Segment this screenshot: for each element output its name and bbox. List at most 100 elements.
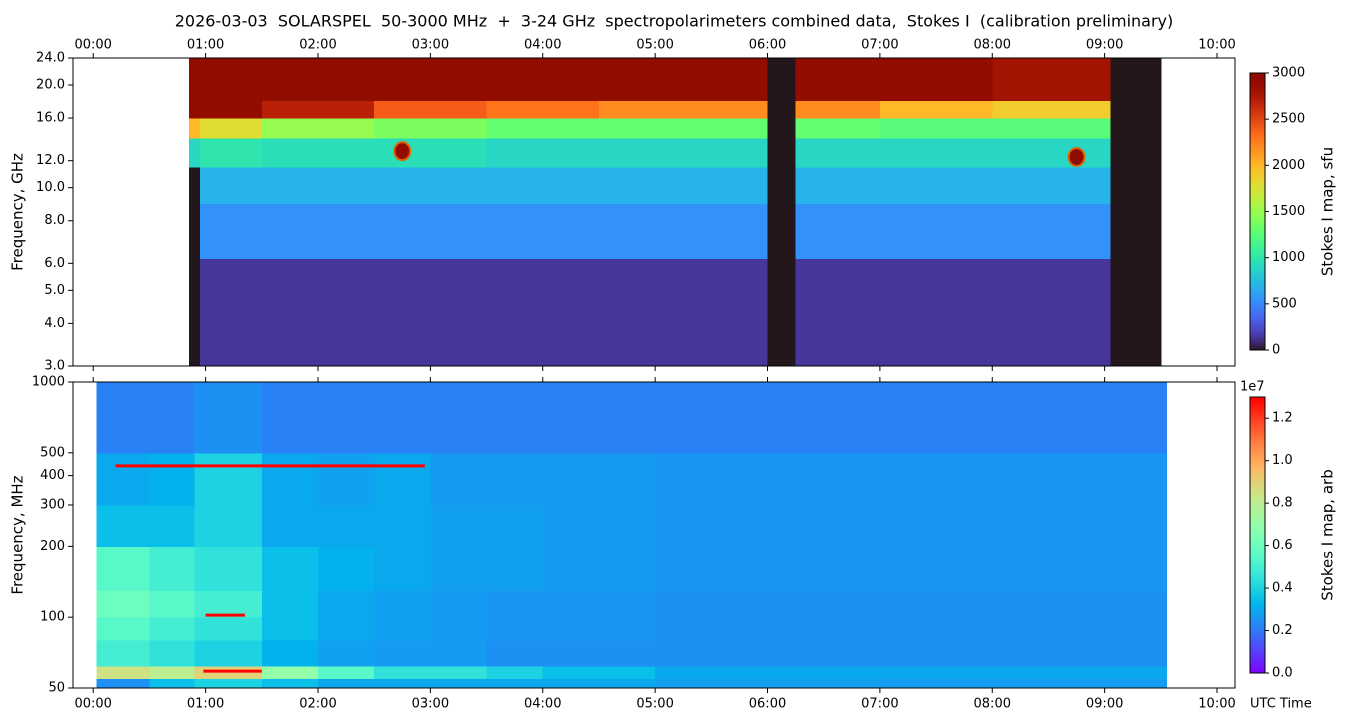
colorbar-swatch: [1250, 585, 1265, 589]
colorbar-swatch: [1250, 137, 1265, 141]
heatmap-cell: [261, 678, 319, 689]
colorbar-swatch: [1250, 77, 1265, 81]
heatmap-cell: [374, 58, 488, 102]
colorbar-swatch: [1250, 647, 1265, 651]
heatmap-cell: [655, 666, 769, 679]
colorbar-swatch: [1250, 587, 1265, 591]
colorbar-swatch: [1250, 461, 1265, 465]
heatmap-cell: [194, 678, 263, 689]
colorbar-swatch: [1250, 403, 1265, 407]
colorbar-tick-label: 0.0: [1272, 666, 1293, 681]
heatmap-cell: [96, 678, 150, 689]
heatmap-cell: [992, 58, 1111, 102]
heatmap-cell: [879, 382, 993, 454]
colorbar-swatch: [1250, 505, 1265, 508]
x-tick-label: 01:00: [187, 697, 224, 712]
colorbar-swatch: [1250, 169, 1265, 173]
heatmap-cell: [992, 137, 1111, 168]
heatmap-cell: [655, 546, 769, 591]
heatmap-cell: [317, 382, 375, 454]
heatmap-cell: [767, 118, 797, 139]
heatmap-cell: [96, 590, 150, 618]
colorbar-swatch: [1250, 345, 1265, 349]
colorbar-swatch: [1250, 241, 1265, 245]
x-tick-label: 00:00: [74, 697, 111, 712]
colorbar-swatch: [1250, 408, 1265, 412]
heatmap-cell: [261, 58, 375, 102]
colorbar-swatch: [1250, 287, 1265, 291]
heatmap-cell: [261, 258, 375, 367]
colorbar-swatch: [1250, 413, 1265, 416]
heatmap-cell: [149, 639, 195, 667]
colorbar-swatch: [1250, 491, 1265, 495]
colorbar-swatch: [1250, 397, 1265, 400]
heatmap-cell: [96, 546, 150, 591]
heatmap-cell: [486, 137, 600, 168]
heatmap-cell: [655, 639, 769, 667]
colorbar-swatch: [1250, 322, 1265, 326]
colorbar-swatch: [1250, 594, 1265, 598]
heatmap-cell: [879, 546, 993, 591]
colorbar-swatch: [1250, 592, 1265, 596]
colorbar-swatch: [1250, 142, 1265, 146]
heatmap-cell: [149, 666, 195, 679]
heatmap-cell: [879, 452, 993, 506]
heatmap-cell: [430, 617, 488, 641]
colorbar-swatch: [1250, 436, 1265, 439]
heatmap-cell: [149, 546, 195, 591]
heatmap-cell: [767, 58, 797, 102]
colorbar-swatch: [1250, 146, 1265, 150]
y-tick-label: 16.0: [36, 111, 65, 126]
heatmap-cell: [430, 678, 488, 689]
heatmap-cell: [879, 137, 993, 168]
colorbar-swatch: [1250, 262, 1265, 266]
heatmap-cell: [711, 58, 769, 102]
heatmap-cell: [1110, 100, 1162, 119]
colorbar-tick-label: 3000: [1272, 66, 1305, 81]
heatmap-cell: [795, 203, 881, 259]
colorbar-swatch: [1250, 622, 1265, 626]
heatmap-cell: [374, 639, 431, 667]
heatmap-cell: [486, 166, 600, 204]
colorbar-swatch: [1250, 484, 1265, 488]
colorbar-swatch: [1250, 232, 1265, 236]
heatmap-cell: [1110, 166, 1162, 204]
heatmap-cell: [992, 166, 1111, 204]
heatmap-cell: [1104, 678, 1167, 689]
y-tick-label: 8.0: [44, 213, 65, 228]
colorbar-swatch: [1250, 548, 1265, 552]
colorbar-swatch: [1250, 495, 1265, 499]
heatmap-cell: [655, 590, 769, 618]
colorbar-swatch: [1250, 498, 1265, 502]
heatmap-cell: [430, 382, 488, 454]
heatmap-cell: [317, 617, 375, 641]
colorbar-swatch: [1250, 502, 1265, 506]
heatmap-cell: [992, 639, 1106, 667]
heatmap-cell: [711, 166, 769, 204]
colorbar-swatch: [1250, 225, 1265, 229]
heatmap-cell: [317, 452, 375, 506]
heatmap-cell: [879, 639, 993, 667]
colorbar-swatch: [1250, 310, 1265, 314]
heatmap-cell: [261, 203, 375, 259]
x-tick-label: 10:00: [1198, 697, 1235, 712]
heatmap-cell: [795, 258, 881, 367]
heatmap-cell: [149, 678, 195, 689]
colorbar-swatch: [1250, 670, 1265, 674]
colorbar-swatch: [1250, 253, 1265, 256]
colorbar-swatch: [1250, 539, 1265, 543]
heatmap-cell: [767, 203, 797, 259]
colorbar-swatch: [1250, 454, 1265, 458]
colorbar-swatch: [1250, 229, 1265, 233]
colorbar-tick-label: 500: [1272, 296, 1297, 311]
heatmap-cell: [194, 590, 263, 618]
colorbar-swatch: [1250, 574, 1265, 577]
colorbar-swatch: [1250, 410, 1265, 414]
heatmap-cell: [767, 666, 881, 679]
colorbar-swatch: [1250, 294, 1265, 298]
colorbar-swatch: [1250, 452, 1265, 456]
heatmap-cell: [188, 137, 201, 168]
colorbar-tick-label: 0.4: [1272, 581, 1293, 596]
colorbar-swatch: [1250, 158, 1265, 162]
figure-title: 2026-03-03 SOLARSPEL 50-3000 MHz + 3-24 …: [175, 12, 1174, 31]
